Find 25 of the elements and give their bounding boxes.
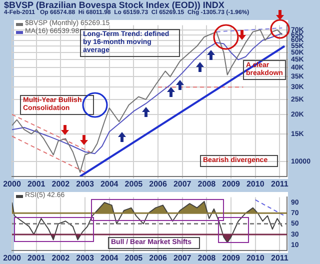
x-tick-label: 2011	[271, 179, 289, 188]
x-tick-label: 2002	[52, 179, 70, 188]
x-tick-label: 2001	[27, 253, 46, 262]
x-tick-label: 2006	[149, 179, 168, 188]
x-tick-label: 2009	[222, 179, 240, 188]
x-tick-label: 2004	[100, 253, 119, 262]
x-tick-label: 2001	[27, 179, 46, 188]
x-tick-label: 2010	[246, 253, 265, 262]
x-tick-label: 2000	[3, 253, 22, 262]
x-tick-label: 2009	[222, 253, 240, 262]
chart-title: $BVSP (Brazilian Bovespa Stock Index (EOD)) INDX	[4, 0, 224, 10]
x-tick-label: 2000	[3, 179, 22, 188]
x-tick-label: 2008	[198, 253, 216, 262]
x-tick-label: 2005	[124, 179, 144, 188]
x-tick-label: 2008	[198, 179, 216, 188]
x-tick-label: 2007	[173, 179, 192, 188]
x-tick-label: 2002	[52, 253, 70, 262]
x-tick-label: 2011	[271, 253, 289, 262]
x-tick-label: 2006	[149, 253, 168, 262]
x-tick-label: 2010	[246, 179, 265, 188]
x-tick-label: 2003	[76, 253, 94, 262]
x-tick-label: 2004	[100, 179, 119, 188]
x-tick-label: 2007	[173, 253, 192, 262]
x-tick-label: 2005	[124, 253, 144, 262]
x-tick-label: 2003	[76, 179, 94, 188]
